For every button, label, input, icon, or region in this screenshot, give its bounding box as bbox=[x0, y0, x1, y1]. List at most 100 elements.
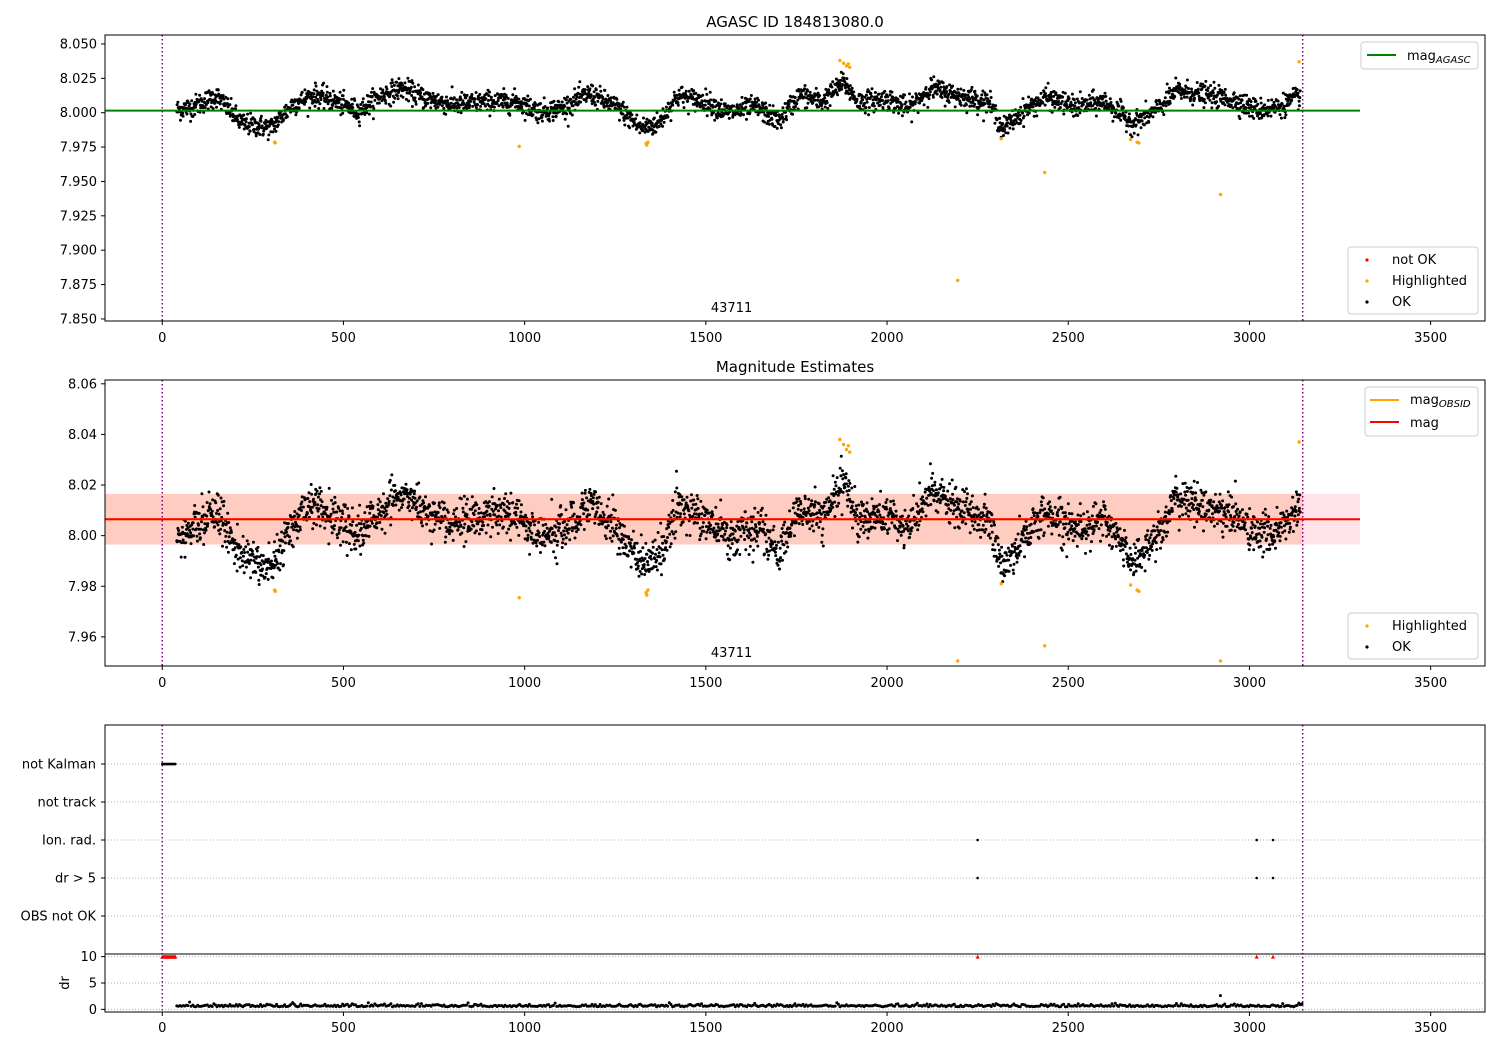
ok-point bbox=[378, 500, 382, 504]
ok-point bbox=[1022, 114, 1026, 118]
ok-point bbox=[687, 89, 691, 93]
ok-point bbox=[1123, 115, 1127, 118]
ok-point bbox=[350, 506, 354, 510]
scatter-legend[interactable]: not OK Highlighted OK bbox=[1347, 246, 1479, 315]
ok-point bbox=[691, 514, 695, 518]
ok-point bbox=[1223, 87, 1227, 91]
ok-point bbox=[943, 104, 947, 108]
ok-point bbox=[1032, 114, 1036, 118]
ok-point bbox=[563, 533, 566, 537]
ok-point bbox=[1047, 98, 1051, 102]
ok-point bbox=[808, 527, 812, 531]
ok-point bbox=[252, 127, 256, 131]
ok-point bbox=[507, 527, 511, 531]
ok-point bbox=[477, 511, 481, 515]
ok-point bbox=[1196, 87, 1200, 91]
ok-point bbox=[285, 530, 288, 534]
ok-point bbox=[827, 496, 831, 500]
ok-point bbox=[652, 116, 656, 120]
ok-point bbox=[654, 552, 657, 556]
ok-point bbox=[411, 90, 415, 94]
ok-point bbox=[588, 487, 592, 491]
ok-point bbox=[766, 557, 770, 561]
ok-point bbox=[376, 515, 379, 519]
ok-point bbox=[931, 95, 935, 99]
ok-point bbox=[753, 97, 757, 101]
ok-point bbox=[504, 492, 508, 496]
ok-point bbox=[1124, 130, 1128, 134]
ok-point bbox=[881, 522, 885, 526]
ok-point bbox=[551, 119, 555, 122]
ok-point bbox=[379, 95, 383, 99]
ok-point bbox=[1266, 105, 1270, 109]
ok-point bbox=[610, 526, 614, 530]
ok-point bbox=[655, 559, 659, 562]
ok-point bbox=[864, 106, 868, 110]
ok-point bbox=[1124, 118, 1128, 122]
ok-point bbox=[1072, 114, 1075, 118]
ok-point bbox=[1190, 87, 1193, 91]
ok-point bbox=[484, 97, 488, 101]
ok-point bbox=[449, 101, 453, 105]
y-tick-label: 7.975 bbox=[60, 141, 97, 156]
highlighted-point bbox=[841, 61, 846, 65]
ok-point bbox=[576, 102, 580, 106]
ok-point bbox=[839, 474, 843, 478]
ok-point bbox=[1057, 100, 1061, 103]
ok-point bbox=[704, 87, 708, 91]
ok-point bbox=[430, 542, 433, 546]
ok-point bbox=[318, 524, 322, 528]
ok-point bbox=[779, 556, 783, 560]
ok-point bbox=[470, 495, 474, 499]
ok-point bbox=[204, 528, 208, 532]
ok-point bbox=[342, 88, 346, 92]
ok-point bbox=[794, 105, 798, 108]
ok-point bbox=[681, 520, 685, 524]
ok-point bbox=[784, 550, 788, 554]
ok-point bbox=[796, 514, 800, 518]
ok-point bbox=[589, 93, 593, 97]
ok-point bbox=[1044, 92, 1047, 96]
ok-point bbox=[820, 540, 824, 544]
ok-point bbox=[1209, 94, 1213, 97]
ok-point bbox=[401, 83, 405, 87]
ok-point bbox=[589, 498, 593, 501]
x-tick-label: 2500 bbox=[1052, 331, 1085, 346]
ok-point bbox=[582, 528, 586, 531]
line-legend[interactable]: magAGASC bbox=[1360, 41, 1479, 70]
ok-point bbox=[816, 98, 820, 102]
ok-point bbox=[788, 509, 792, 513]
ok-point bbox=[433, 522, 437, 526]
ok-point bbox=[564, 542, 568, 546]
ok-point bbox=[701, 525, 705, 529]
ok-point bbox=[362, 541, 366, 545]
ok-point bbox=[1173, 95, 1177, 99]
ok-point bbox=[367, 112, 371, 116]
ok-point bbox=[764, 540, 768, 544]
ok-point bbox=[598, 84, 602, 88]
ok-point bbox=[491, 525, 494, 529]
ok-point bbox=[428, 529, 432, 533]
ok-point bbox=[314, 84, 318, 88]
ok-point bbox=[312, 521, 316, 525]
ok-point bbox=[781, 558, 784, 562]
ok-point bbox=[450, 529, 454, 533]
ok-point bbox=[1021, 97, 1025, 101]
ok-point bbox=[317, 515, 321, 519]
ok-point bbox=[492, 105, 496, 109]
ok-point bbox=[462, 545, 466, 548]
ok-point bbox=[675, 515, 679, 519]
ok-point bbox=[646, 563, 650, 567]
ok-point bbox=[469, 527, 473, 531]
ok-point bbox=[840, 513, 844, 517]
ok-point bbox=[767, 122, 771, 126]
ok-point bbox=[896, 97, 900, 101]
ok-point bbox=[1247, 111, 1250, 115]
ok-point bbox=[424, 495, 427, 499]
ok-point bbox=[501, 525, 505, 529]
ok-point bbox=[472, 513, 476, 517]
ok-point bbox=[672, 514, 676, 517]
ok-point bbox=[725, 552, 729, 556]
ok-point bbox=[552, 99, 556, 103]
ok-point bbox=[470, 520, 474, 524]
